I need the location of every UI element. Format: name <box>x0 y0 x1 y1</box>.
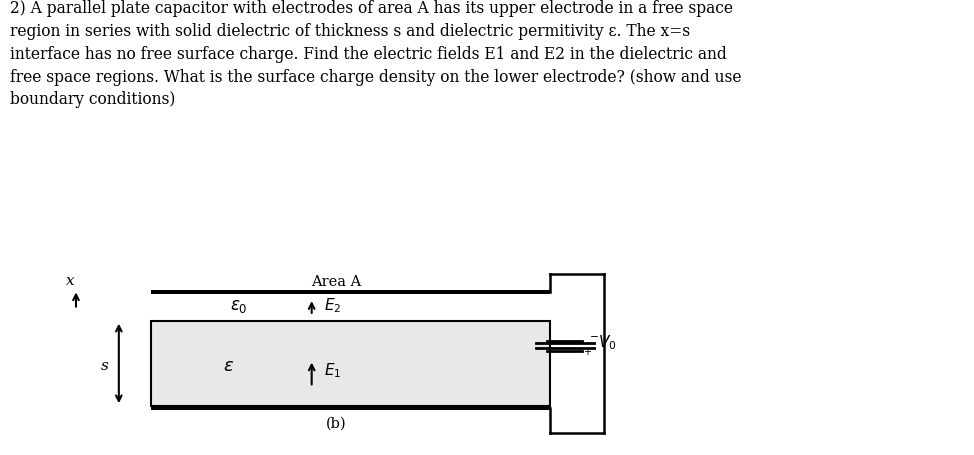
Text: 2) A parallel plate capacitor with electrodes of area A has its upper electrode : 2) A parallel plate capacitor with elect… <box>10 0 741 108</box>
Text: $E_1$: $E_1$ <box>324 360 342 379</box>
Text: Area A: Area A <box>311 274 361 288</box>
Text: (b): (b) <box>325 415 347 430</box>
Text: $\varepsilon$: $\varepsilon$ <box>223 356 235 374</box>
Text: x: x <box>66 274 74 288</box>
Text: $E_2$: $E_2$ <box>324 295 342 314</box>
Text: $\varepsilon_0$: $\varepsilon_0$ <box>230 298 247 314</box>
Text: s: s <box>101 358 109 372</box>
Text: $^{+}$: $^{+}$ <box>583 346 592 360</box>
Text: $^{-}V_0$: $^{-}V_0$ <box>589 332 618 351</box>
Bar <box>151 321 550 406</box>
Bar <box>151 406 550 410</box>
Bar <box>151 290 550 295</box>
